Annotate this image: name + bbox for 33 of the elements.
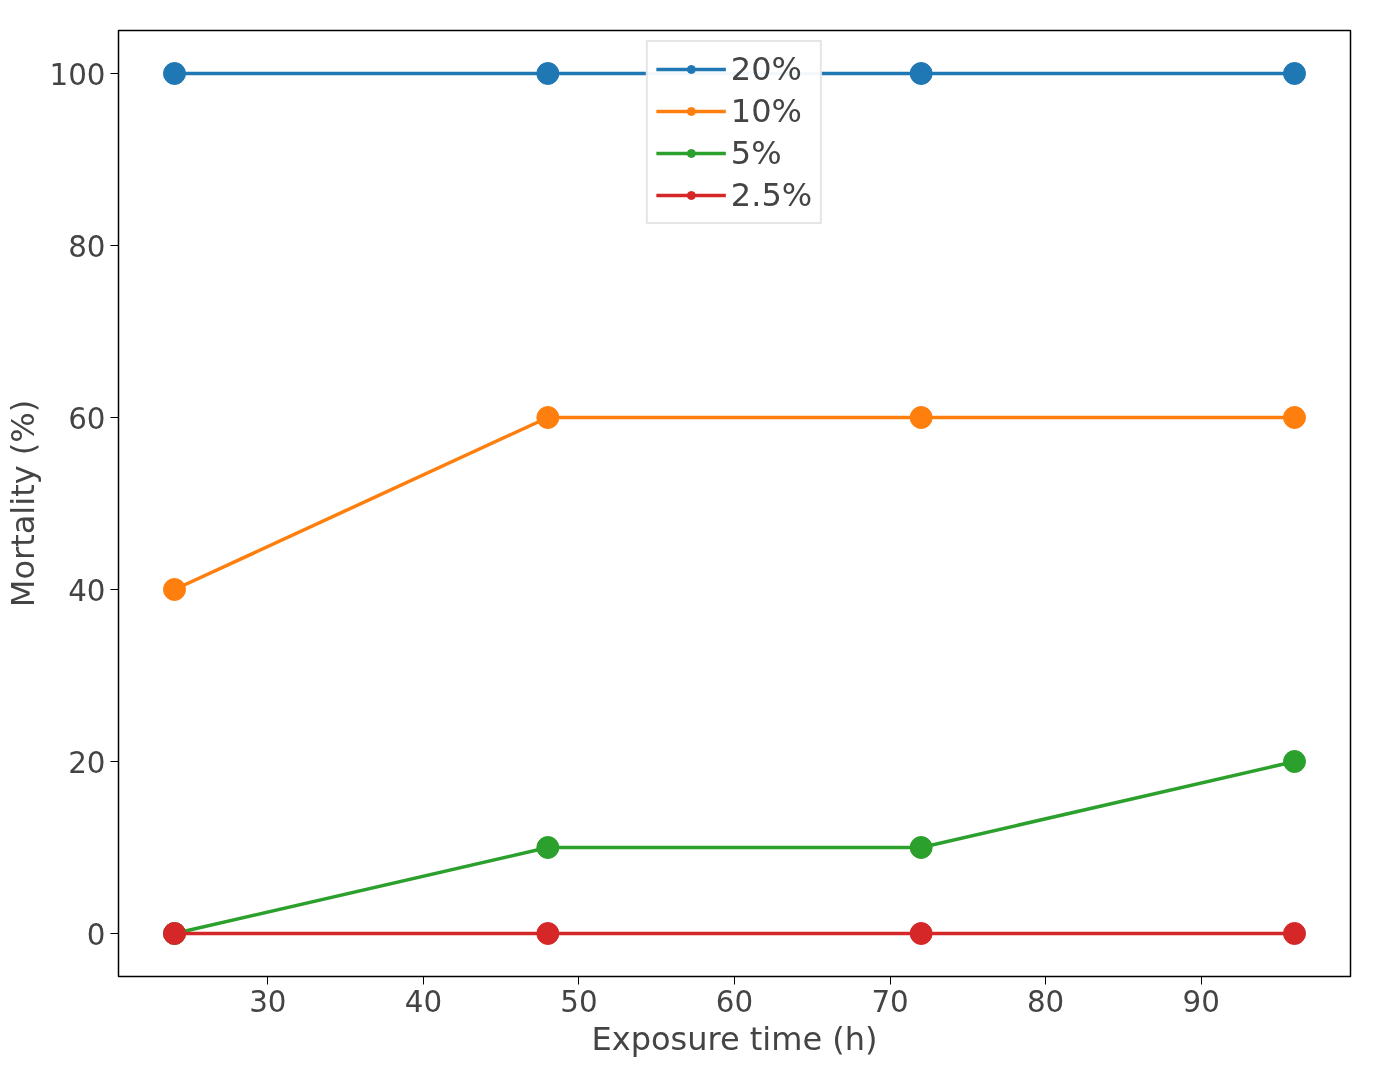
x-tick-label: 50 [560, 984, 598, 1019]
point [163, 578, 186, 601]
y-tick-label: 100 [49, 57, 106, 92]
x-tick-label: 90 [1182, 984, 1220, 1019]
point [536, 62, 560, 85]
point [536, 406, 560, 429]
x-axis-title: Exposure time (h) [591, 1019, 878, 1058]
y-tick-label: 20 [68, 745, 106, 780]
x-tick-label: 40 [404, 984, 443, 1019]
legend-label: 2.5% [730, 176, 813, 214]
point [909, 62, 933, 85]
point [163, 62, 186, 85]
y-axis-title: Mortality (%) [3, 399, 42, 608]
legend-label: 5% [730, 134, 782, 172]
legend-label: 20% [730, 50, 802, 88]
point [1283, 406, 1306, 429]
y-tick-label: 80 [68, 229, 106, 264]
point [536, 922, 560, 945]
point [1283, 750, 1306, 773]
point [909, 922, 933, 945]
y-tick-label: 40 [68, 573, 106, 608]
x-tick-label: 80 [1026, 984, 1065, 1019]
x-tick-label: 30 [249, 984, 287, 1019]
y-tick-label: 60 [68, 401, 106, 436]
point [1283, 922, 1306, 945]
x-tick-label: 60 [715, 984, 754, 1019]
x-tick-label: 70 [871, 984, 909, 1019]
legend-label: 10% [730, 92, 802, 130]
point [909, 406, 933, 429]
point [909, 836, 933, 859]
y-tick-label: 0 [86, 917, 106, 952]
point [536, 836, 560, 859]
point [1283, 62, 1306, 85]
